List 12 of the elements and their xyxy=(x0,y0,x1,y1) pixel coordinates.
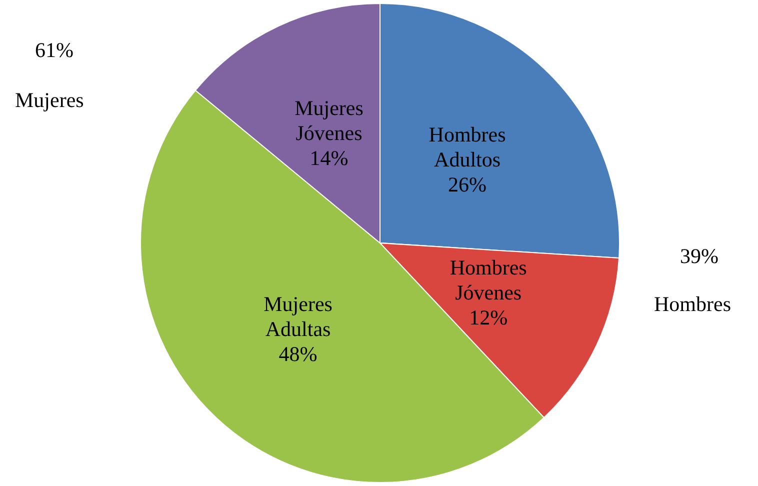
slice-label: Hombres Jóvenes xyxy=(450,256,527,305)
data-label: 14% xyxy=(310,146,348,170)
data-label: 26% xyxy=(448,172,487,197)
text: Hombres xyxy=(654,292,731,317)
slice-label: Hombres Adultos xyxy=(428,122,506,172)
text: 39% xyxy=(680,244,718,269)
slice-label: Mujeres Adultas xyxy=(264,292,332,341)
data-label: 48% xyxy=(278,342,318,366)
slice-label: Mujeres Jóvenes xyxy=(294,96,364,146)
text: 61% xyxy=(35,38,74,63)
data-label: 12% xyxy=(469,306,508,330)
text: Mujeres xyxy=(15,88,84,113)
